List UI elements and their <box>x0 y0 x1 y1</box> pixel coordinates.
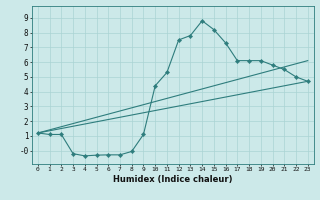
X-axis label: Humidex (Indice chaleur): Humidex (Indice chaleur) <box>113 175 233 184</box>
